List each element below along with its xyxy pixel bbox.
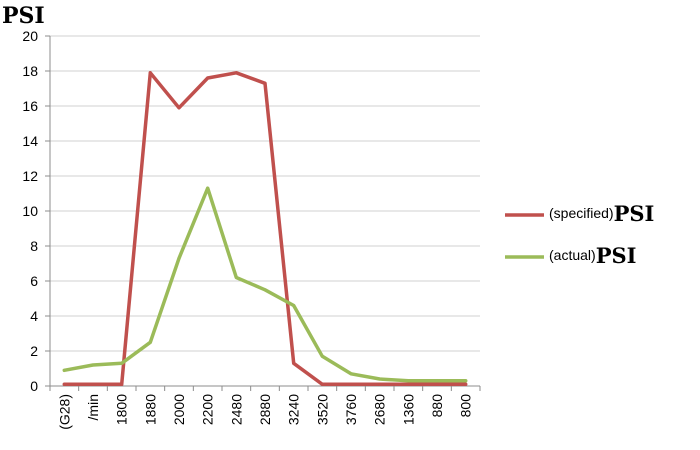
data-point <box>177 106 181 110</box>
data-point <box>120 361 124 365</box>
x-tick-label: /min <box>85 394 101 420</box>
data-point <box>292 361 296 365</box>
y-tick-label: 18 <box>22 63 38 79</box>
x-tick-label: 1880 <box>142 394 158 425</box>
data-point <box>349 372 353 376</box>
legend-label-suffix: PSI <box>614 201 655 226</box>
data-point <box>320 354 324 358</box>
y-axis-title: PSI <box>2 3 45 29</box>
y-tick-label: 12 <box>22 168 38 184</box>
x-tick-label: 2200 <box>200 394 216 425</box>
legend-label-suffix: PSI <box>596 243 637 268</box>
data-point <box>378 377 382 381</box>
data-point <box>62 382 66 386</box>
x-tick-label: 1360 <box>400 394 416 425</box>
x-tick-label: 3520 <box>314 394 330 425</box>
y-tick-label: 8 <box>30 238 38 254</box>
data-point <box>464 379 468 383</box>
series-line-0 <box>62 71 468 387</box>
x-tick-label: 3760 <box>343 394 359 425</box>
data-point <box>206 76 210 80</box>
data-point <box>206 186 210 190</box>
y-tick-label: 10 <box>22 203 38 219</box>
x-tick-label: 800 <box>458 394 474 418</box>
x-tick-label: (G28) <box>56 394 72 430</box>
y-tick-label: 16 <box>22 98 38 114</box>
legend-label-prefix: (specified) <box>549 205 614 221</box>
legend-label-0: (specified)PSI <box>549 201 654 226</box>
legend: (specified)PSI(actual)PSI <box>505 201 654 268</box>
data-point <box>263 81 267 85</box>
data-point <box>91 363 95 367</box>
y-tick-label: 6 <box>30 273 38 289</box>
data-point <box>148 340 152 344</box>
x-tick-label: 2000 <box>171 394 187 425</box>
data-point <box>62 368 66 372</box>
data-point <box>378 382 382 386</box>
y-tick-label: 0 <box>30 378 38 394</box>
data-point <box>320 382 324 386</box>
x-tick-label: 2880 <box>257 394 273 425</box>
x-tick-label: 880 <box>429 394 445 418</box>
y-tick-label: 14 <box>22 133 38 149</box>
legend-label-1: (actual)PSI <box>549 243 636 268</box>
x-tick-label: 3240 <box>286 394 302 425</box>
x-tick-label: 2680 <box>372 394 388 425</box>
data-point <box>120 382 124 386</box>
data-point <box>91 382 95 386</box>
data-point <box>234 276 238 279</box>
series-lines <box>62 71 468 387</box>
data-point <box>435 379 439 383</box>
y-tick-label: 4 <box>30 308 38 324</box>
data-point <box>148 71 152 75</box>
data-point <box>435 382 439 386</box>
y-tick-label: 20 <box>22 28 38 44</box>
data-point <box>406 382 410 386</box>
x-axis-ticks: (G28) /min 1800 1880 2000 2200 2480 2880 3240 352… <box>49 386 481 430</box>
x-tick-label: 2480 <box>228 394 244 425</box>
data-point <box>234 71 238 75</box>
data-point <box>464 382 468 386</box>
data-point <box>263 288 267 292</box>
legend-label-prefix: (actual) <box>549 247 596 263</box>
data-point <box>406 379 410 383</box>
y-axis-ticks: 0 2 4 6 8 10 12 14 16 18 20 <box>22 28 50 394</box>
data-point <box>177 256 181 260</box>
x-tick-label: 1800 <box>114 394 130 425</box>
y-tick-label: 2 <box>30 343 38 359</box>
data-point <box>292 304 296 307</box>
data-point <box>349 382 353 386</box>
